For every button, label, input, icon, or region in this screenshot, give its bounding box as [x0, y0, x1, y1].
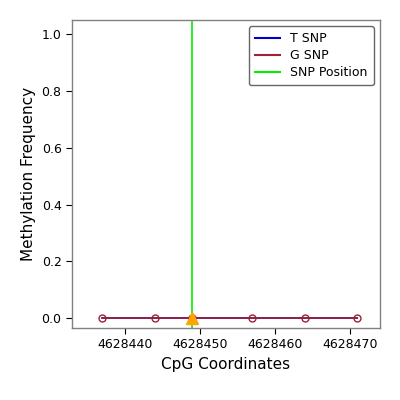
Y-axis label: Methylation Frequency: Methylation Frequency [21, 87, 36, 261]
X-axis label: CpG Coordinates: CpG Coordinates [162, 357, 290, 372]
Legend: T SNP, G SNP, SNP Position: T SNP, G SNP, SNP Position [249, 26, 374, 85]
